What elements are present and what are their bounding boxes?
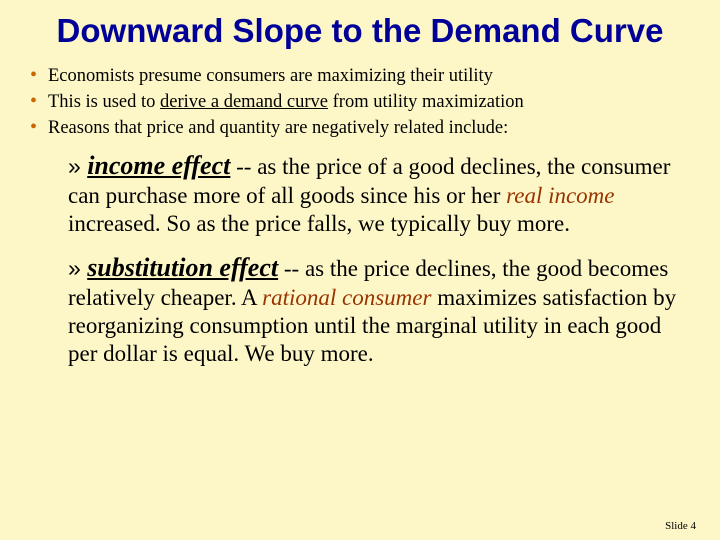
sub-italic: rational consumer <box>262 285 431 310</box>
slide-number: Slide 4 <box>665 520 696 532</box>
slide-title: Downward Slope to the Demand Curve <box>24 12 696 50</box>
sub-marker: » <box>68 153 87 179</box>
bullet-text-pre: Economists presume consumers are maximiz… <box>48 66 493 86</box>
slide: Downward Slope to the Demand Curve Econo… <box>0 0 720 540</box>
bullet-text-post: from utility maximization <box>328 92 524 112</box>
sub-term: substitution effect <box>87 253 278 282</box>
sub-tail: increased. So as the price falls, we typ… <box>68 211 570 236</box>
sub-item: » substitution effect -- as the price de… <box>68 252 696 368</box>
bullet-list: Economists presume consumers are maximiz… <box>30 64 696 140</box>
bullet-text-pre: This is used to <box>48 92 160 112</box>
bullet-item: Reasons that price and quantity are nega… <box>30 116 696 140</box>
sub-italic: real income <box>506 183 614 208</box>
bullet-text-pre: Reasons that price and quantity are nega… <box>48 118 508 138</box>
sub-term: income effect <box>87 151 230 180</box>
sub-marker: » <box>68 255 87 281</box>
bullet-item: This is used to derive a demand curve fr… <box>30 90 696 114</box>
bullet-item: Economists presume consumers are maximiz… <box>30 64 696 88</box>
sub-item: » income effect -- as the price of a goo… <box>68 150 696 238</box>
bullet-text-underline: derive a demand curve <box>160 92 328 112</box>
sub-bullet-list: » income effect -- as the price of a goo… <box>68 150 696 368</box>
